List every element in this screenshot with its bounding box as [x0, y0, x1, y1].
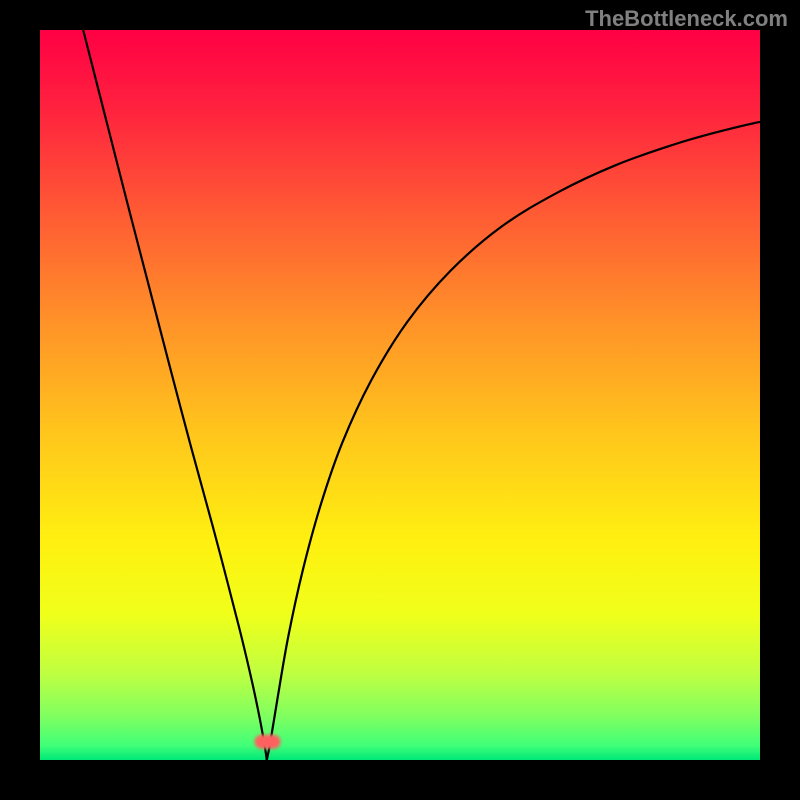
- curve-layer: [40, 30, 760, 760]
- plot-area: [40, 30, 760, 760]
- curve-left-branch: [83, 30, 267, 760]
- chart-container: TheBottleneck.com: [0, 0, 800, 800]
- curve-right-branch: [267, 122, 760, 760]
- vertex-marker: [255, 735, 281, 749]
- watermark-text: TheBottleneck.com: [585, 6, 788, 32]
